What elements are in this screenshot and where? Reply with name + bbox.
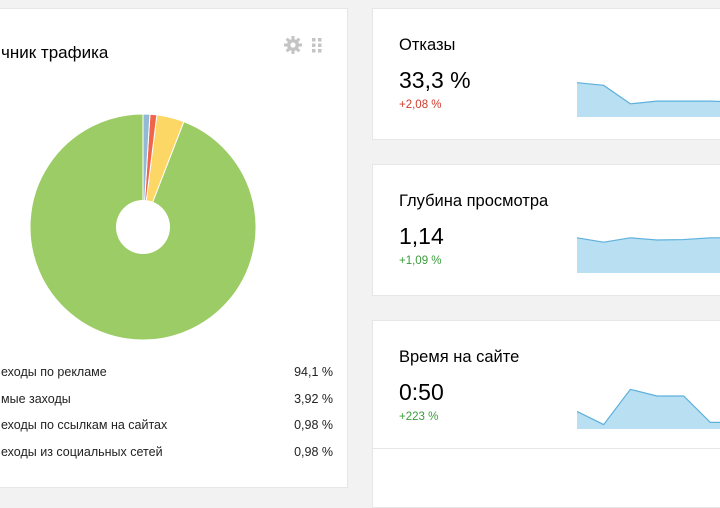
metric-sparkline	[577, 82, 720, 117]
legend-label: еходы по рекламе	[1, 365, 107, 380]
legend-label: еходы из социальных сетей	[1, 444, 163, 459]
legend-label: мые заходы	[1, 391, 71, 406]
metric-card-next	[372, 448, 720, 508]
metric-value: 1,14	[399, 223, 444, 249]
metric-delta: +223 %	[399, 411, 439, 423]
pie-hole	[116, 200, 170, 254]
card-tools	[283, 35, 323, 55]
legend-row[interactable]: еходы по рекламе 94,1 %	[1, 359, 333, 386]
legend-row[interactable]: еходы по ссылкам на сайтах 0,98 %	[1, 412, 333, 439]
sparkline-area	[577, 237, 720, 273]
legend-row[interactable]: мые заходы 3,92 %	[1, 386, 333, 413]
legend-value: 0,98 %	[294, 444, 333, 459]
metric-title: Время на сайте	[399, 348, 520, 366]
metric-delta: +2,08 %	[399, 99, 442, 111]
metric-card-bounce: Отказы 33,3 % +2,08 %	[372, 8, 720, 140]
metric-title: Отказы	[399, 36, 456, 54]
metric-value: 0:50	[399, 379, 444, 405]
sparkline-line	[577, 82, 720, 105]
metric-sparkline	[577, 388, 720, 429]
legend-value: 3,92 %	[294, 391, 333, 406]
traffic-legend: еходы по рекламе 94,1 % мые заходы 3,92 % ех…	[1, 359, 333, 465]
traffic-card-title: чник трафика	[1, 43, 109, 62]
sparkline-line	[577, 237, 720, 243]
metric-sparkline	[577, 237, 720, 273]
legend-label: еходы по ссылкам на сайтах	[1, 418, 168, 433]
pie-slice[interactable]	[142, 113, 151, 228]
metric-delta: +1,09 %	[399, 255, 442, 267]
legend-row[interactable]: еходы из социальных сетей 0,98 %	[1, 439, 333, 466]
traffic-pie-chart	[29, 113, 257, 341]
metric-card-time: Время на сайте 0:50 +223 %	[372, 320, 720, 452]
gear-icon[interactable]	[283, 35, 303, 55]
legend-value: 0,98 %	[294, 418, 333, 433]
sparkline-area	[577, 82, 720, 117]
legend-value: 94,1 %	[294, 365, 333, 380]
traffic-source-card: чник трафика еходы по рекл	[0, 8, 348, 488]
metric-value: 33,3 %	[399, 67, 471, 93]
metric-card-depth: Глубина просмотра 1,14 +1,09 %	[372, 164, 720, 296]
metric-title: Глубина просмотра	[399, 192, 549, 210]
sparkline-area	[577, 389, 720, 429]
drag-handle-icon[interactable]	[311, 35, 323, 55]
sparkline-line	[577, 388, 720, 426]
